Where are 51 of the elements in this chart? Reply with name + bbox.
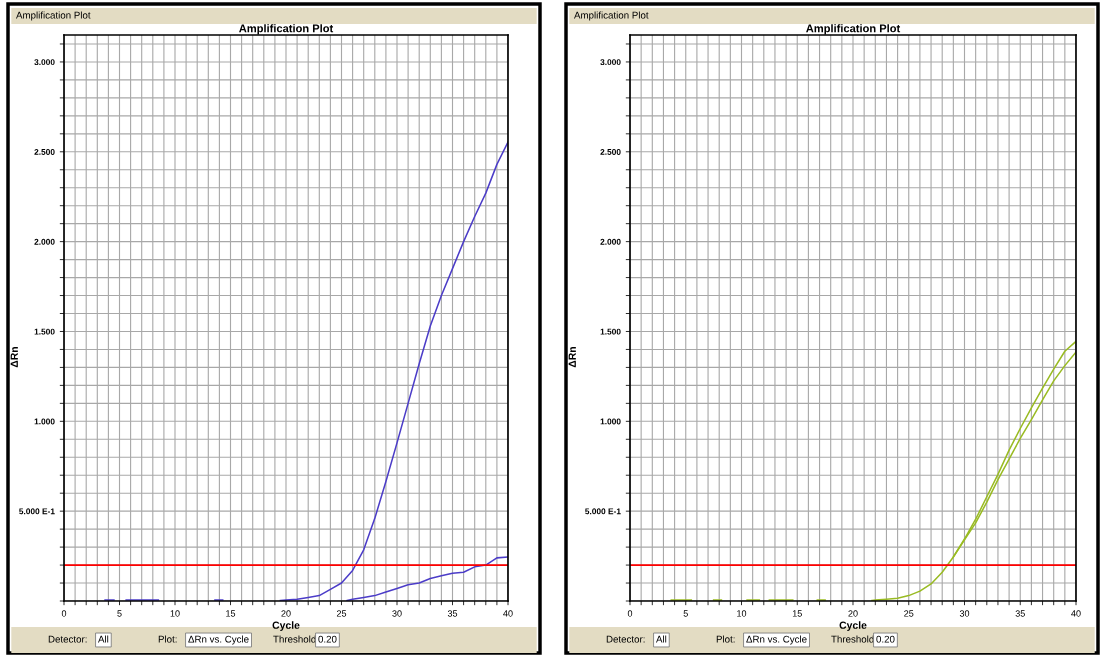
x-tick-label: 10 bbox=[737, 610, 747, 617]
x-tick-label: 25 bbox=[336, 610, 347, 617]
y-axis-title: ΔRn bbox=[568, 346, 576, 368]
text: 0.20 bbox=[876, 635, 895, 643]
text: Plot: bbox=[716, 635, 735, 643]
x-tick-label: 20 bbox=[281, 610, 291, 617]
text: ΔRn vs. Cycle bbox=[746, 635, 807, 645]
x-tick-label: 25 bbox=[904, 610, 914, 617]
y-tick-label: 2.500 bbox=[34, 148, 55, 155]
text: Plot: bbox=[158, 635, 177, 643]
text: All bbox=[656, 635, 667, 643]
chart-title: Amplification Plot bbox=[239, 24, 334, 35]
x-tick-label: 35 bbox=[447, 610, 458, 617]
text: Threshold: bbox=[273, 635, 319, 643]
text: ΔRn vs. Cycle bbox=[188, 635, 249, 645]
y-tick-label: 1.000 bbox=[600, 418, 621, 425]
x-tick-label: 5 bbox=[117, 610, 122, 617]
x-tick-label: 0 bbox=[61, 610, 67, 617]
y-axis-title: ΔRn bbox=[10, 346, 18, 368]
y-tick-label: 2.000 bbox=[600, 238, 621, 245]
y-tick-label: 1.500 bbox=[600, 328, 621, 335]
chart-title: Amplification Plot bbox=[806, 24, 901, 35]
text: Amplification Plot bbox=[16, 11, 91, 21]
y-tick-label: 3.000 bbox=[34, 59, 55, 66]
x-tick-label: 40 bbox=[1071, 610, 1081, 617]
x-tick-label: 10 bbox=[170, 610, 180, 617]
y-tick-label: 3.000 bbox=[600, 59, 621, 66]
x-tick-label: 20 bbox=[848, 610, 858, 617]
text: Amplification Plot bbox=[574, 11, 649, 21]
x-tick-label: 15 bbox=[792, 610, 802, 617]
x-tick-label: 40 bbox=[503, 610, 513, 617]
y-tick-label: 5.000 E-1 bbox=[585, 508, 621, 515]
x-tick-label: 35 bbox=[1015, 610, 1025, 617]
x-tick-label: 5 bbox=[683, 610, 688, 617]
line-series bbox=[346, 556, 508, 601]
text: Detector: bbox=[48, 635, 87, 643]
x-axis-title: Cycle bbox=[839, 621, 867, 631]
y-tick-label: 5.000 E-1 bbox=[19, 508, 55, 515]
y-tick-label: 2.000 bbox=[34, 238, 55, 245]
y-tick-label: 1.000 bbox=[34, 418, 55, 425]
x-tick-label: 0 bbox=[627, 610, 633, 617]
text: Threshold: bbox=[831, 635, 877, 643]
y-tick-label: 2.500 bbox=[600, 148, 621, 155]
y-tick-label: 1.500 bbox=[34, 328, 55, 335]
x-tick-label: 30 bbox=[959, 610, 970, 617]
x-axis-title: Cycle bbox=[272, 621, 300, 631]
text: 0.20 bbox=[318, 635, 337, 643]
text: Detector: bbox=[606, 635, 645, 643]
x-tick-label: 30 bbox=[392, 610, 402, 617]
x-tick-label: 15 bbox=[226, 610, 236, 617]
text: All bbox=[98, 635, 109, 643]
